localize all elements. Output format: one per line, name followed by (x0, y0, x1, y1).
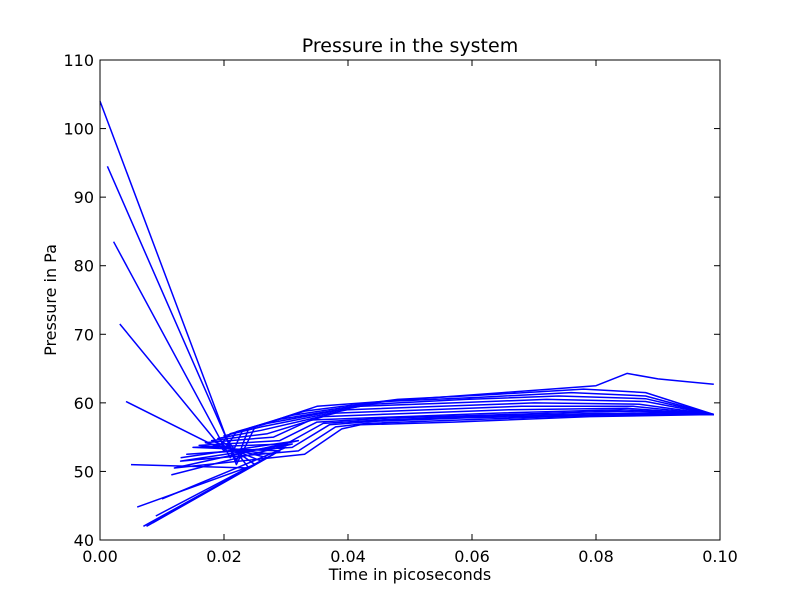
x-tick-label: 0.00 (82, 547, 118, 566)
series-line-14 (173, 413, 714, 469)
x-tick-label: 0.02 (206, 547, 242, 566)
x-tick-label: 0.06 (454, 547, 490, 566)
y-tick-label: 110 (63, 51, 94, 70)
plot-frame (99, 59, 721, 541)
y-tick-label: 80 (74, 257, 94, 276)
chart-title: Pressure in the system (302, 35, 518, 57)
y-tick-label: 100 (63, 120, 94, 139)
x-tick-label: 0.04 (330, 547, 366, 566)
y-tick-label: 60 (74, 394, 94, 413)
y-tick-label: 90 (74, 188, 94, 207)
y-tick-label: 50 (74, 462, 94, 481)
data-lines (99, 100, 715, 527)
x-axis-label: Time in picoseconds (328, 565, 492, 584)
series-line-4 (119, 323, 714, 452)
series-line-8 (143, 407, 714, 527)
x-tick-label: 0.08 (578, 547, 614, 566)
x-tick-label: 0.10 (702, 547, 738, 566)
axis-ticks: 0.00 0.02 0.04 0.06 0.08 0.10 40 50 60 70 80 90 100 1… (63, 51, 737, 566)
y-tick-label: 40 (74, 531, 94, 550)
series-line-5 (125, 398, 714, 449)
y-tick-label: 70 (74, 325, 94, 344)
y-axis-label: Pressure in Pa (41, 244, 60, 356)
